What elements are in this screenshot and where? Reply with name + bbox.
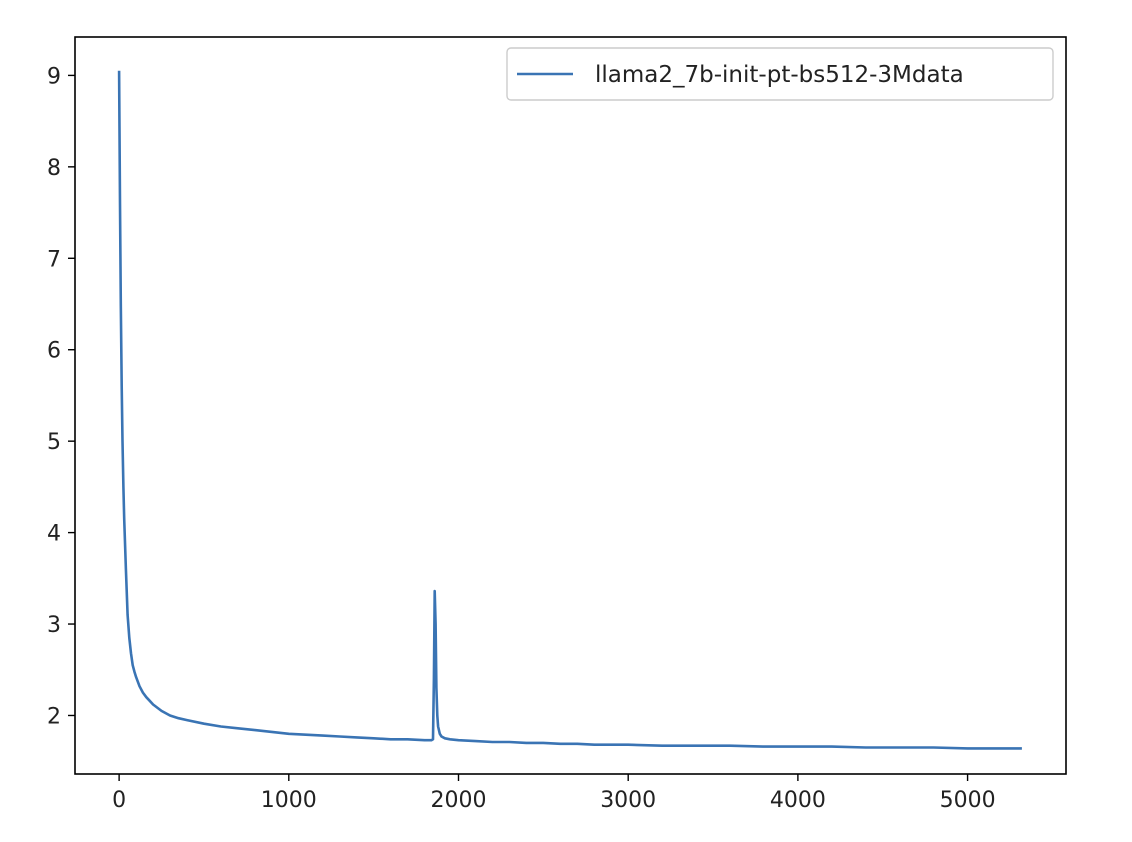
series-line: [117, 70, 1022, 750]
y-tick-label: 2: [47, 704, 61, 729]
x-tick-label: 2000: [431, 788, 487, 813]
x-tick-label: 5000: [940, 788, 996, 813]
series-layer: [117, 70, 1022, 750]
y-tick-label: 6: [47, 339, 61, 364]
legend-label: llama2_7b-init-pt-bs512-3Mdata: [595, 62, 964, 88]
axis-ticks: 0 1000 2000 3000 4000 5000 2 3 4 5 6 7 8 9: [47, 64, 996, 813]
y-tick-label: 8: [47, 156, 61, 181]
x-tick-label: 4000: [770, 788, 826, 813]
x-tick-label: 3000: [600, 788, 656, 813]
legend-box: [506, 47, 1054, 101]
x-tick-label: 1000: [261, 788, 317, 813]
y-tick-label: 3: [47, 613, 61, 638]
y-tick-label: 7: [47, 247, 61, 272]
y-tick-label: 5: [47, 430, 61, 455]
y-tick-label: 9: [47, 64, 61, 89]
legend: llama2_7b-init-pt-bs512-3Mdata: [506, 47, 1054, 101]
x-tick-label: 0: [112, 788, 126, 813]
plot-frame: [74, 36, 1067, 775]
y-tick-label: 4: [47, 522, 61, 547]
